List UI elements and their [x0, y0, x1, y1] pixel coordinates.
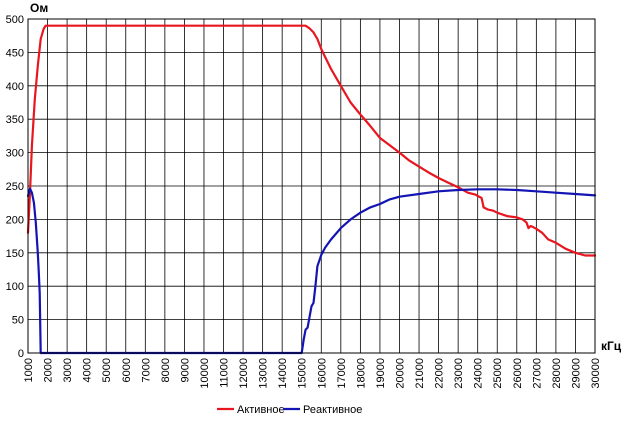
legend-label: Активное [237, 404, 285, 416]
x-tick-label: 11000 [219, 358, 231, 388]
x-tick-label: 2000 [43, 358, 55, 382]
series-line-1 [26, 24, 597, 257]
series-layer [26, 24, 597, 355]
x-tick-label: 23000 [453, 358, 465, 389]
x-tick-label: 17000 [336, 358, 348, 389]
legend-label: Реактивное [303, 404, 362, 416]
x-tick-label: 6000 [121, 358, 133, 382]
x-tick-label: 12000 [238, 358, 250, 389]
x-tick-label: 20000 [394, 358, 406, 389]
x-tick-label: 16000 [316, 358, 328, 389]
y-tick-label: 200 [6, 214, 24, 226]
x-tick-label: 22000 [434, 358, 446, 389]
x-tick-label: 3000 [62, 358, 74, 382]
y-tick-label: 250 [6, 181, 24, 193]
plot-frame [27, 18, 596, 354]
y-axis-unit: Ом [30, 1, 48, 15]
x-tick-label: 5000 [101, 358, 113, 382]
y-tick-label: 100 [6, 281, 24, 293]
y-tick-label: 150 [6, 248, 24, 260]
grid [27, 18, 596, 354]
x-axis-unit: кГц [601, 339, 622, 353]
x-tick-label: 19000 [375, 358, 387, 389]
x-tick-label: 24000 [473, 358, 485, 389]
x-tick-label: 25000 [492, 358, 504, 389]
x-tick-label: 27000 [531, 358, 543, 389]
y-tick-label: 400 [6, 81, 24, 93]
x-tick-label: 26000 [512, 358, 524, 389]
y-tick-label: 500 [6, 14, 24, 26]
x-tick-label: 18000 [355, 358, 367, 389]
x-tick-label: 7000 [140, 358, 152, 382]
x-tick-label: 21000 [414, 358, 426, 389]
x-tick-label: 30000 [590, 358, 602, 389]
x-tick-label: 14000 [277, 358, 289, 389]
x-tick-label: 4000 [82, 358, 94, 382]
axes: 0 50 100 150 200 250 300 350 400 450 500 1000 2000 30… [6, 14, 602, 389]
x-tick-label: 28000 [551, 358, 563, 389]
y-tick-label: 450 [6, 47, 24, 59]
x-tick-label: 13000 [258, 358, 270, 389]
x-tick-label: 15000 [297, 358, 309, 389]
y-tick-label: 350 [6, 114, 24, 126]
series-line-2 [26, 187, 597, 355]
x-tick-label: 10000 [199, 358, 211, 389]
x-tick-label: 9000 [179, 358, 191, 382]
x-tick-label: 8000 [160, 358, 172, 382]
x-tick-label: 1000 [23, 358, 35, 382]
y-tick-label: 300 [6, 148, 24, 160]
y-tick-label: 50 [12, 315, 24, 327]
y-tick-label: 0 [18, 348, 24, 360]
x-tick-label: 29000 [570, 358, 582, 389]
legend: Активное Реактивное [217, 404, 362, 416]
